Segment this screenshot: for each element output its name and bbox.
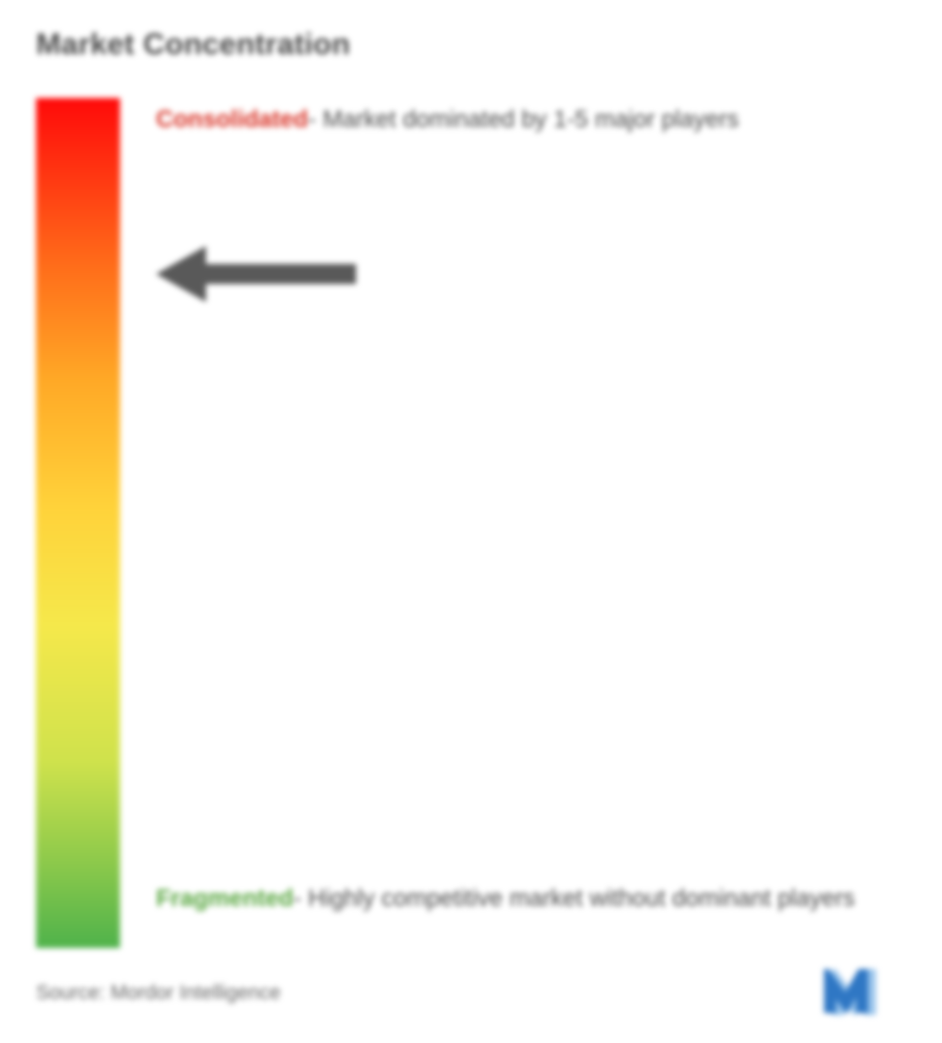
- consolidated-tag: Consolidated: [156, 106, 308, 133]
- labels-column: Consolidated- Market dominated by 1-5 ma…: [156, 98, 906, 948]
- fragmented-tag: Fragmented: [156, 885, 293, 912]
- brand-logo: [824, 969, 906, 1017]
- consolidated-description: Market dominated by 1-5 major players: [323, 106, 739, 133]
- content-row: Consolidated- Market dominated by 1-5 ma…: [36, 98, 906, 948]
- indicator-arrow: [156, 246, 356, 302]
- consolidated-label-row: Consolidated- Market dominated by 1-5 ma…: [156, 104, 906, 136]
- concentration-gradient-bar: [36, 98, 120, 948]
- mordor-logo-icon: [824, 969, 906, 1017]
- logo-stroke-main: [830, 975, 862, 1013]
- source-text: Source: Mordor Intelligence: [36, 982, 281, 1005]
- page-title: Market Concentration: [36, 28, 906, 62]
- fragmented-label-row: Fragmented- Highly competitive market wi…: [156, 880, 886, 918]
- consolidated-separator: -: [308, 106, 323, 133]
- arrow-left-icon: [156, 246, 356, 302]
- arrow-left-shape: [156, 246, 356, 302]
- footer: Source: Mordor Intelligence: [36, 969, 906, 1017]
- fragmented-separator: -: [293, 885, 308, 912]
- fragmented-description: Highly competitive market without domina…: [308, 885, 855, 912]
